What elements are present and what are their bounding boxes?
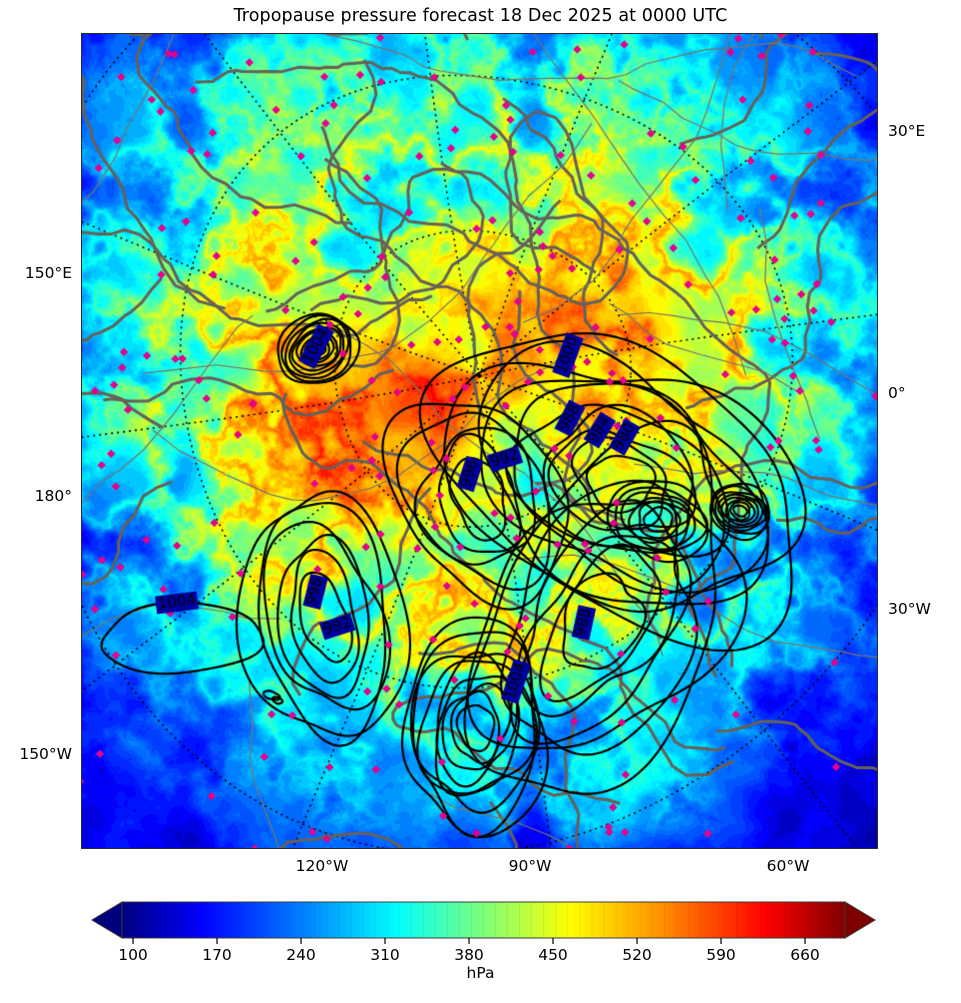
axis-tick-bottom-2: 60°W bbox=[766, 857, 810, 875]
colorbar-bar bbox=[121, 901, 846, 939]
map-plot-area[interactable] bbox=[81, 33, 878, 849]
colorbar-tick-label-7: 590 bbox=[706, 946, 736, 964]
colorbar-extend-max-arrow bbox=[844, 901, 876, 939]
axis-tick-right-0: 30°E bbox=[888, 122, 926, 140]
tropopause-pressure-heatmap bbox=[82, 34, 877, 848]
colorbar-axis-label: hPa bbox=[466, 964, 495, 982]
colorbar-tick-label-6: 520 bbox=[622, 946, 652, 964]
colorbar-tick-label-8: 660 bbox=[790, 946, 820, 964]
axis-tick-left-2: 150°W bbox=[19, 745, 72, 763]
axis-tick-right-2: 30°W bbox=[888, 600, 931, 618]
axis-tick-left-1: 180° bbox=[34, 487, 72, 505]
colorbar-tick-label-1: 170 bbox=[202, 946, 232, 964]
colorbar-tick-label-3: 310 bbox=[370, 946, 400, 964]
colorbar[interactable]: 100 170 240 310 380 450 520 590 660 hPa bbox=[0, 896, 961, 1003]
page-title: Tropopause pressure forecast 18 Dec 2025… bbox=[233, 6, 728, 26]
axis-tick-bottom-0: 120°W bbox=[295, 857, 349, 875]
colorbar-tick-label-2: 240 bbox=[286, 946, 316, 964]
colorbar-gradient bbox=[91, 901, 876, 944]
axis-tick-bottom-1: 90°W bbox=[508, 857, 552, 875]
colorbar-tick-label-5: 450 bbox=[538, 946, 568, 964]
colorbar-extend-min-arrow bbox=[91, 901, 123, 939]
axis-tick-left-0: 150°E bbox=[24, 264, 72, 282]
axis-tick-right-1: 0° bbox=[888, 384, 906, 402]
colorbar-tick-label-4: 380 bbox=[454, 946, 484, 964]
colorbar-tick-label-0: 100 bbox=[118, 946, 148, 964]
